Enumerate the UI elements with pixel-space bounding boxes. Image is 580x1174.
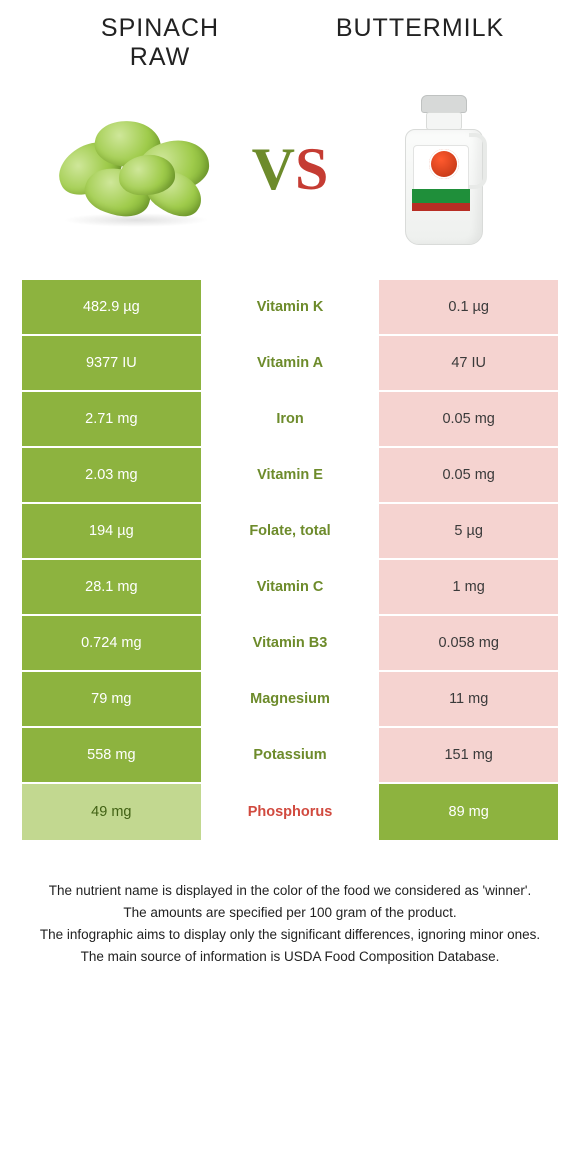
header: Spinach raw Buttermilk (0, 0, 580, 78)
hero: VS (0, 78, 580, 280)
nutrient-name: Potassium (201, 728, 380, 782)
right-food-image (338, 90, 550, 250)
right-value: 1 mg (379, 560, 558, 614)
table-row: 482.9 µgVitamin K0.1 µg (22, 280, 558, 336)
right-value: 0.05 mg (379, 392, 558, 446)
left-food-title: Spinach raw (30, 14, 290, 72)
nutrient-name: Vitamin E (201, 448, 380, 502)
left-value: 558 mg (22, 728, 201, 782)
left-title-col: Spinach raw (30, 14, 290, 72)
spinach-icon (51, 115, 221, 225)
footnote: The nutrient name is displayed in the co… (26, 882, 554, 900)
table-row: 2.71 mgIron0.05 mg (22, 392, 558, 448)
left-value: 28.1 mg (22, 560, 201, 614)
footnote: The amounts are specified per 100 gram o… (26, 904, 554, 922)
right-value: 5 µg (379, 504, 558, 558)
footnotes: The nutrient name is displayed in the co… (0, 840, 580, 1011)
right-value: 47 IU (379, 336, 558, 390)
vs-s: S (295, 136, 328, 202)
left-value: 49 mg (22, 784, 201, 840)
table-row: 49 mgPhosphorus89 mg (22, 784, 558, 840)
nutrient-name: Iron (201, 392, 380, 446)
footnote: The infographic aims to display only the… (26, 926, 554, 944)
nutrient-name: Folate, total (201, 504, 380, 558)
table-row: 558 mgPotassium151 mg (22, 728, 558, 784)
table-row: 0.724 mgVitamin B30.058 mg (22, 616, 558, 672)
vs-label: VS (242, 135, 339, 204)
table-row: 2.03 mgVitamin E0.05 mg (22, 448, 558, 504)
nutrient-name: Vitamin K (201, 280, 380, 334)
table-row: 9377 IUVitamin A47 IU (22, 336, 558, 392)
right-title-col: Buttermilk (290, 14, 550, 72)
left-value: 482.9 µg (22, 280, 201, 334)
right-value: 89 mg (379, 784, 558, 840)
left-value: 9377 IU (22, 336, 201, 390)
left-value: 194 µg (22, 504, 201, 558)
right-value: 0.1 µg (379, 280, 558, 334)
right-value: 0.058 mg (379, 616, 558, 670)
nutrient-name: Vitamin A (201, 336, 380, 390)
buttermilk-icon (399, 95, 489, 245)
comparison-infographic: Spinach raw Buttermilk VS 482.9 µgVitami… (0, 0, 580, 1010)
nutrient-name: Vitamin C (201, 560, 380, 614)
left-value: 2.03 mg (22, 448, 201, 502)
nutrient-table: 482.9 µgVitamin K0.1 µg9377 IUVitamin A4… (0, 280, 580, 840)
footnote: The main source of information is USDA F… (26, 948, 554, 966)
left-food-image (30, 90, 242, 250)
left-value: 2.71 mg (22, 392, 201, 446)
right-value: 11 mg (379, 672, 558, 726)
vs-v: V (252, 136, 295, 202)
nutrient-name: Magnesium (201, 672, 380, 726)
nutrient-name: Vitamin B3 (201, 616, 380, 670)
table-row: 194 µgFolate, total5 µg (22, 504, 558, 560)
table-row: 79 mgMagnesium11 mg (22, 672, 558, 728)
left-value: 79 mg (22, 672, 201, 726)
right-value: 151 mg (379, 728, 558, 782)
nutrient-name: Phosphorus (201, 784, 380, 840)
left-value: 0.724 mg (22, 616, 201, 670)
table-row: 28.1 mgVitamin C1 mg (22, 560, 558, 616)
right-food-title: Buttermilk (290, 14, 550, 43)
right-value: 0.05 mg (379, 448, 558, 502)
